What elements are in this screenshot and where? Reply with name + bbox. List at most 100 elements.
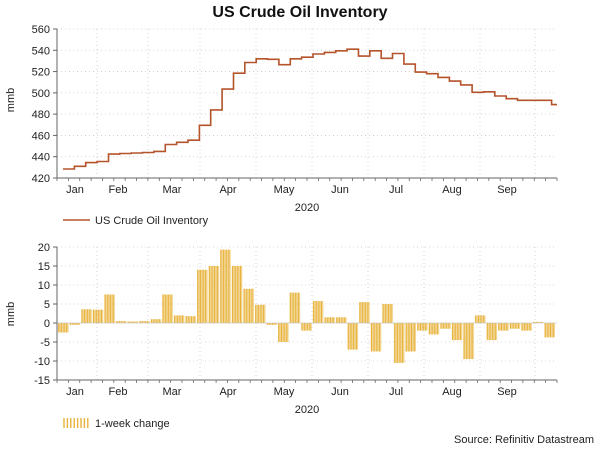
weekly-change-bar: [347, 323, 359, 350]
weekly-change-bar: [393, 323, 405, 363]
weekly-change-bar: [428, 323, 440, 335]
weekly-change-bar-fill: [231, 266, 243, 323]
weekly-change-bar: [509, 323, 521, 329]
weekly-change-bar-fill: [509, 323, 521, 329]
top-gridlines: [57, 28, 557, 179]
top-y-axis-label: mmb: [5, 88, 17, 112]
bot-ytick-label-3: 0: [44, 318, 50, 330]
weekly-change-bar-fill: [197, 269, 208, 323]
bot-ytick-label-2: -5: [40, 337, 50, 349]
top-month-label-mar: Mar: [163, 184, 182, 196]
weekly-change-bar: [69, 323, 81, 325]
bottom-legend-swatch: [63, 418, 89, 428]
top-month-label-may: May: [274, 184, 295, 196]
bottom-y-tick-labels: -15 -10 -5 0 5 10 15 20: [34, 242, 50, 387]
weekly-change-bar-fill: [463, 323, 474, 360]
weekly-change-bar: [150, 319, 162, 323]
weekly-change-bar-fill: [220, 249, 231, 323]
bottom-series: [57, 249, 557, 363]
top-month-label-aug: Aug: [442, 184, 462, 196]
weekly-change-bar-fill: [417, 323, 428, 331]
weekly-change-bar: [266, 323, 278, 325]
weekly-change-bar: [115, 321, 127, 323]
bot-ytick-label-7: 20: [38, 242, 50, 254]
weekly-change-bar-fill: [544, 323, 555, 338]
bottom-axes: [53, 246, 558, 383]
weekly-change-bar: [220, 249, 231, 323]
top-ytick-label-0: 420: [32, 173, 50, 185]
weekly-change-bar: [92, 309, 104, 323]
weekly-change-bar-fill: [428, 323, 440, 335]
weekly-change-bar-fill: [289, 292, 301, 323]
weekly-change-bar-fill: [382, 304, 393, 323]
inventory-line: [63, 48, 557, 170]
source-note: Source: Refinitiv Datastream: [454, 434, 594, 446]
weekly-change-bar: [359, 302, 370, 323]
weekly-change-bar-fill: [486, 323, 498, 341]
weekly-change-bar-fill: [347, 323, 359, 350]
weekly-change-bar: [162, 294, 173, 323]
top-month-label-jun: Jun: [331, 184, 349, 196]
weekly-change-bar-fill: [521, 323, 532, 331]
weekly-change-bar-fill: [92, 309, 104, 323]
weekly-change-bar-fill: [474, 315, 486, 323]
weekly-change-bar-fill: [173, 315, 185, 323]
weekly-change-bar-fill: [370, 323, 382, 352]
weekly-change-bar: [463, 323, 474, 360]
weekly-change-bar: [243, 288, 254, 323]
weekly-change-bar: [324, 317, 335, 323]
top-month-label-jul: Jul: [389, 184, 403, 196]
weekly-change-bar: [544, 323, 555, 338]
bot-month-label-sep: Sep: [497, 386, 517, 398]
bot-ytick-label-5: 10: [38, 280, 50, 292]
weekly-change-bar-fill: [393, 323, 405, 363]
top-legend-label: US Crude Oil Inventory: [95, 215, 209, 227]
weekly-change-bar-fill: [127, 321, 139, 323]
weekly-change-bar-fill: [139, 321, 150, 323]
weekly-change-bar: [208, 266, 220, 323]
bot-month-label-jun: Jun: [331, 386, 349, 398]
weekly-change-bar: [231, 266, 243, 323]
bot-month-label-apr: Apr: [219, 386, 236, 398]
bot-month-label-jan: Jan: [66, 386, 84, 398]
weekly-change-bar: [370, 323, 382, 352]
top-month-label-feb: Feb: [109, 184, 128, 196]
weekly-change-bar: [382, 304, 393, 323]
weekly-change-bar-fill: [312, 301, 324, 323]
weekly-change-bar-fill: [301, 323, 312, 331]
top-ytick-label-1: 440: [32, 152, 50, 164]
weekly-change-bar: [405, 323, 416, 352]
top-month-label-sep: Sep: [497, 184, 517, 196]
bottom-y-axis-label: mmb: [5, 302, 17, 326]
top-ytick-label-5: 520: [32, 67, 50, 79]
weekly-change-bar-fill: [324, 317, 335, 323]
weekly-change-bar: [301, 323, 312, 331]
bot-ytick-label-1: -10: [34, 356, 50, 368]
weekly-change-bar-fill: [243, 288, 254, 323]
top-ytick-label-4: 500: [32, 88, 50, 100]
weekly-change-bar: [440, 323, 451, 329]
weekly-change-bar-fill: [451, 323, 463, 341]
weekly-change-bar: [185, 316, 196, 323]
weekly-change-bar-fill: [498, 323, 509, 331]
weekly-change-bar: [289, 292, 301, 323]
bot-month-label-may: May: [274, 386, 295, 398]
weekly-change-bar: [336, 317, 347, 323]
bot-month-label-aug: Aug: [442, 386, 462, 398]
top-ytick-label-2: 460: [32, 130, 50, 142]
weekly-change-bar: [254, 304, 266, 323]
weekly-change-bar-fill: [115, 321, 127, 323]
weekly-change-bar-fill: [278, 323, 289, 342]
top-y-tick-labels: 420 440 460 480 500 520 540 560: [32, 24, 50, 185]
weekly-change-bar-fill: [185, 316, 196, 323]
weekly-change-bar: [312, 301, 324, 323]
weekly-change-bar: [139, 321, 150, 323]
weekly-change-bar-fill: [81, 309, 92, 323]
bot-month-label-jul: Jul: [389, 386, 403, 398]
top-ytick-label-7: 560: [32, 24, 50, 36]
bot-month-label-feb: Feb: [109, 386, 128, 398]
bottom-x-axis-label: 2020: [295, 404, 319, 416]
weekly-change-bar: [521, 323, 532, 331]
bottom-x-tick-labels: Jan Feb Mar Apr May Jun Jul Aug Sep: [66, 386, 517, 398]
